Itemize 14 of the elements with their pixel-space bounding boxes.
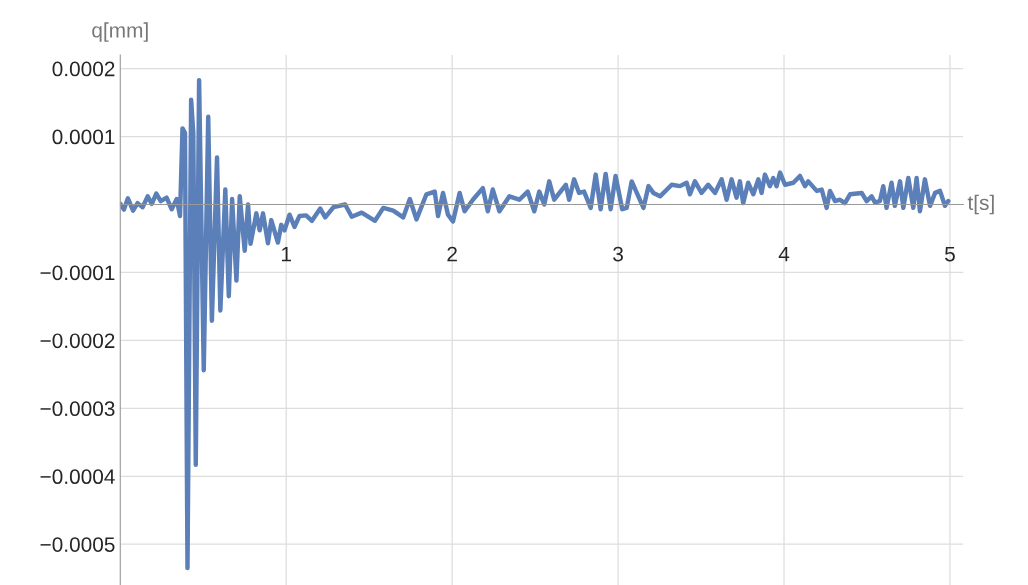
x-tick-label: 5 bbox=[945, 246, 955, 262]
y-axis-title: q[mm] bbox=[92, 22, 148, 42]
x-tick-label: 3 bbox=[613, 246, 623, 262]
x-tick-label: 1 bbox=[282, 246, 291, 262]
x-axis-title: t[s] bbox=[967, 194, 994, 215]
x-tick-label: 4 bbox=[778, 246, 790, 262]
y-tick-label: −0.0005 bbox=[40, 537, 115, 552]
y-tick-label: −0.0001 bbox=[40, 265, 115, 281]
y-tick-label: 0.0001 bbox=[52, 129, 115, 145]
y-tick-label: −0.0002 bbox=[40, 333, 115, 349]
y-tick-label: −0.0003 bbox=[40, 401, 115, 417]
y-tick-label: −0.0004 bbox=[40, 469, 115, 485]
y-tick-label: 0.0002 bbox=[52, 61, 115, 77]
x-tick-label: 2 bbox=[447, 246, 457, 262]
